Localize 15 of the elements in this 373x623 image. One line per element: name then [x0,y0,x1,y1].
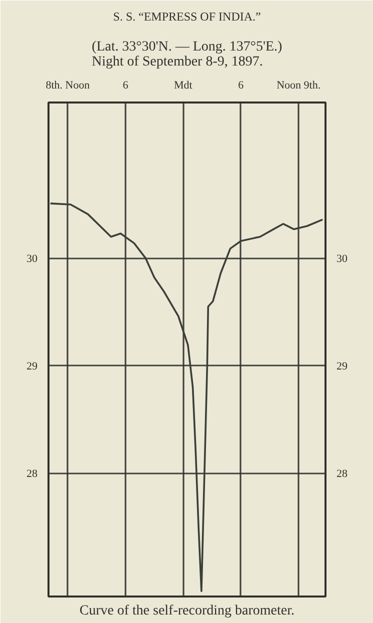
x-tick-label: 8th. Noon [46,80,90,92]
x-tick-label: 6 [238,80,244,92]
x-tick-label: 6 [122,80,129,92]
y-tick-label: 29 [26,360,38,373]
x-tick-label: Noon 9th. [276,80,321,92]
y-tick-label: 30 [26,253,38,266]
chart-title: S. S. “EMPRESS OF INDIA.” [113,10,261,24]
chart-subtitle: (Lat. 33°30'N. — Long. 137°5'E.) Night of September 8-9, 1897. [92,40,283,70]
text: Curve of the self-recording barometer. [80,604,294,618]
y-tick-label: 28 [26,468,38,480]
line-series [50,202,324,592]
y2-tick-label: 29 [336,360,348,373]
x-tick-label: Mdt [174,80,192,92]
y2-tick-label: 28 [336,468,348,480]
y2-tick-label: 30 [336,253,348,266]
